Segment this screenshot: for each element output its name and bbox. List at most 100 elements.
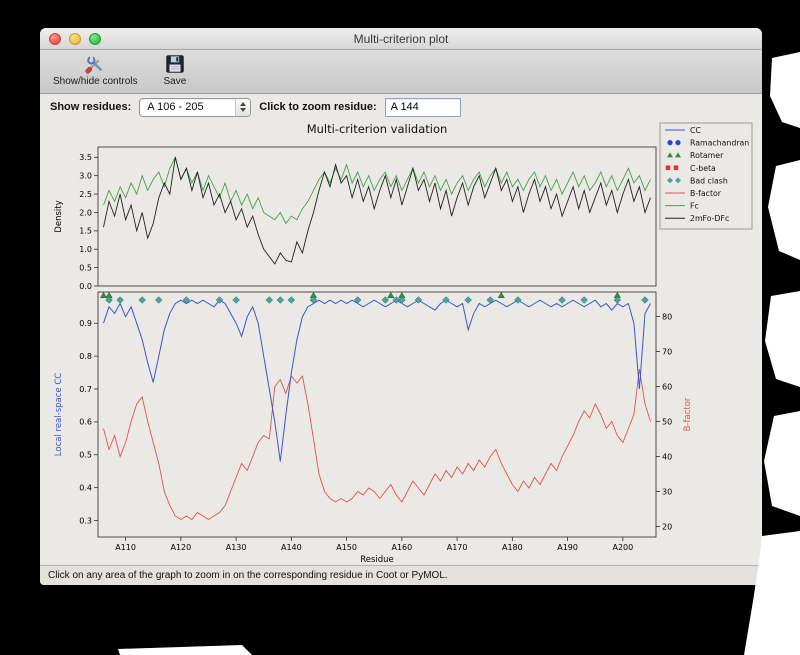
clash-marker [514, 296, 522, 304]
svg-text:CC: CC [690, 126, 701, 135]
svg-text:0.5: 0.5 [79, 451, 92, 460]
clash-marker [464, 296, 472, 304]
show-hide-controls-label: Show/hide controls [53, 76, 138, 87]
svg-text:A180: A180 [502, 543, 523, 552]
status-bar: Click on any area of the graph to zoom i… [40, 565, 762, 585]
bfactor-line [103, 368, 651, 521]
clash-marker [392, 296, 401, 304]
svg-text:50: 50 [662, 417, 672, 426]
svg-text:Bad clash: Bad clash [690, 176, 728, 185]
clash-marker [398, 296, 406, 304]
svg-text:1.5: 1.5 [79, 227, 92, 236]
svg-text:0.7: 0.7 [79, 385, 92, 394]
rotamer-marker [497, 291, 505, 299]
clash-marker [105, 296, 113, 304]
zoom-button[interactable] [89, 33, 101, 45]
svg-text:Residue: Residue [360, 555, 394, 564]
title-bar[interactable]: Multi-criterion plot [40, 28, 762, 50]
svg-text:A170: A170 [447, 543, 468, 552]
svg-text:60: 60 [662, 382, 672, 391]
clash-marker [353, 296, 362, 304]
svg-text:20: 20 [662, 522, 672, 531]
svg-text:B-factor: B-factor [690, 189, 722, 198]
window-title: Multi-criterion plot [353, 31, 449, 46]
plot-area: Multi-criterion validation 0.0 0.5 1.0 1.5 2.… [48, 120, 754, 565]
clash-marker [309, 296, 318, 304]
residue-range-select[interactable]: A 106 - 205 [139, 97, 252, 117]
zoom-residue-label: Click to zoom residue: [259, 101, 377, 113]
clash-marker [116, 296, 124, 304]
save-icon [166, 55, 184, 73]
clash-marker [155, 296, 163, 304]
clash-marker [287, 296, 296, 304]
svg-text:A200: A200 [612, 543, 633, 552]
tools-icon [85, 56, 103, 74]
clash-marker [613, 296, 622, 304]
svg-text:1.0: 1.0 [79, 245, 92, 254]
cc-line [103, 299, 651, 462]
controls-bar: Show residues: A 106 - 205 Click to zoom… [40, 94, 762, 120]
svg-text:2mFo-DFc: 2mFo-DFc [690, 214, 729, 223]
clash-marker [182, 296, 191, 304]
svg-text:A160: A160 [391, 543, 412, 552]
clash-marker [442, 296, 450, 304]
svg-text:Fc: Fc [690, 202, 699, 211]
save-label: Save [163, 76, 187, 87]
svg-text:A140: A140 [281, 543, 302, 552]
save-button[interactable]: Save [161, 52, 190, 88]
rotamer-marker [387, 291, 395, 299]
clash-marker [641, 296, 649, 304]
svg-text:2.5: 2.5 [79, 190, 92, 199]
svg-text:Rotamer: Rotamer [690, 151, 724, 160]
stepper-icon[interactable] [235, 98, 251, 116]
svg-text:3.5: 3.5 [79, 153, 92, 162]
residue-range-value: A 106 - 205 [147, 101, 204, 113]
svg-text:70: 70 [662, 347, 672, 356]
chart-title: Multi-criterion validation [307, 122, 448, 136]
validation-plot[interactable]: Multi-criterion validation 0.0 0.5 1.0 1.5 2.… [48, 120, 754, 565]
clash-marker [215, 296, 224, 304]
svg-text:A190: A190 [557, 543, 578, 552]
svg-text:0.6: 0.6 [79, 418, 92, 427]
svg-text:Density: Density [54, 200, 64, 232]
svg-text:A130: A130 [226, 543, 247, 552]
svg-text:A110: A110 [115, 543, 136, 552]
svg-text:3.0: 3.0 [79, 171, 92, 180]
svg-text:0.4: 0.4 [79, 483, 92, 492]
clash-marker [558, 296, 566, 304]
legend-box [659, 122, 753, 230]
clash-marker [265, 296, 274, 304]
svg-text:Ramachandran: Ramachandran [690, 139, 749, 148]
clash-marker [232, 296, 240, 304]
svg-text:40: 40 [662, 452, 672, 461]
clash-marker [486, 296, 495, 304]
clash-marker [381, 296, 390, 304]
toolbar: Show/hide controls Save [40, 50, 762, 94]
Fc-line [103, 156, 651, 225]
svg-text:0.3: 0.3 [79, 516, 92, 525]
minimize-button[interactable] [69, 33, 81, 45]
svg-text:30: 30 [662, 487, 672, 496]
close-button[interactable] [49, 33, 61, 45]
svg-text:2.0: 2.0 [79, 208, 92, 217]
clash-marker [414, 296, 423, 304]
svg-text:0.8: 0.8 [79, 352, 92, 361]
svg-text:80: 80 [662, 312, 672, 321]
svg-text:A150: A150 [336, 543, 357, 552]
svg-text:0.0: 0.0 [79, 282, 92, 291]
show-residues-label: Show residues: [50, 101, 132, 113]
zoom-residue-input[interactable] [384, 97, 461, 117]
show-hide-controls-button[interactable]: Show/hide controls [50, 52, 141, 88]
2mFo-DFc-line [103, 157, 651, 265]
status-text: Click on any area of the graph to zoom i… [48, 570, 448, 581]
svg-text:0.5: 0.5 [79, 263, 92, 272]
svg-text:Local real-space CC: Local real-space CC [54, 373, 64, 456]
svg-text:0.9: 0.9 [79, 319, 92, 328]
rotamer-marker [99, 291, 108, 299]
clash-marker [138, 296, 146, 304]
svg-text:B-factor: B-factor [683, 397, 693, 431]
multi-criterion-plot-window: Multi-criterion plot Show/hide controls [40, 28, 762, 585]
svg-text:A120: A120 [170, 543, 191, 552]
svg-text:C-beta: C-beta [690, 164, 716, 173]
clash-marker [580, 296, 588, 304]
